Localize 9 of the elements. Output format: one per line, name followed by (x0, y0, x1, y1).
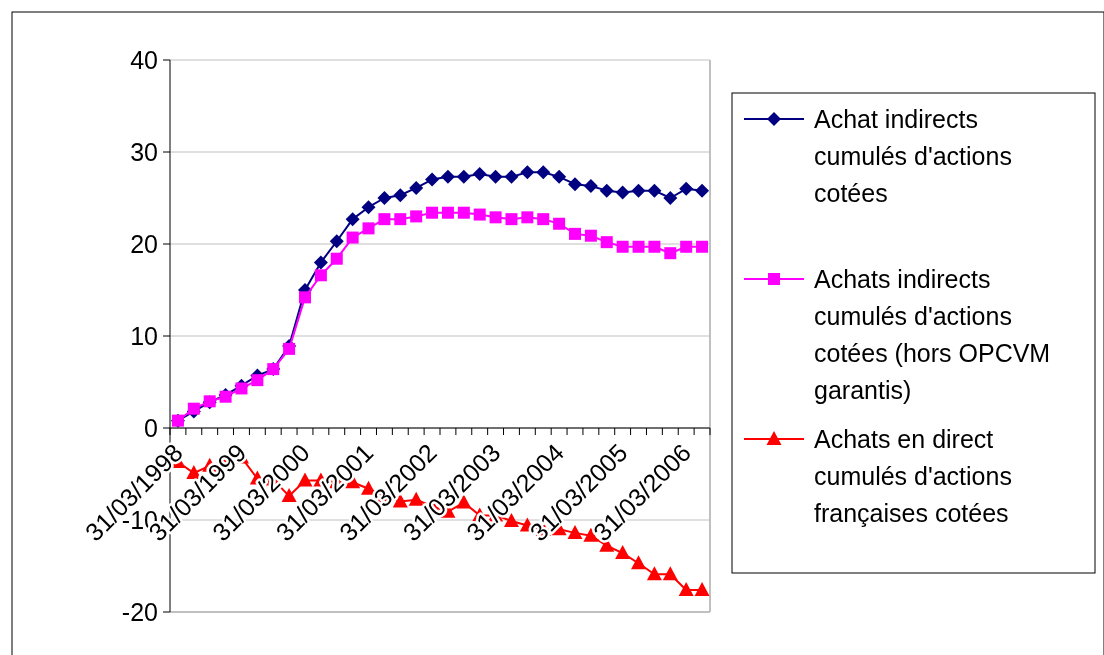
y-tick-label: 30 (130, 137, 158, 166)
y-tick-label: -20 (121, 597, 158, 626)
y-tick-label: 20 (130, 229, 158, 258)
legend-label: Achats en direct cumulés d'actions françaises cotées (814, 424, 1012, 527)
legend-label: Achats indirects cumulés d'actions cotées (hors OPCVM garantis) (814, 264, 1051, 404)
y-tick-label: 10 (130, 321, 158, 350)
y-tick-label: 40 (130, 45, 158, 74)
y-tick-label: 0 (144, 413, 158, 442)
legend-label: Achat indirects cumulés d'actions cotées (814, 104, 1012, 207)
